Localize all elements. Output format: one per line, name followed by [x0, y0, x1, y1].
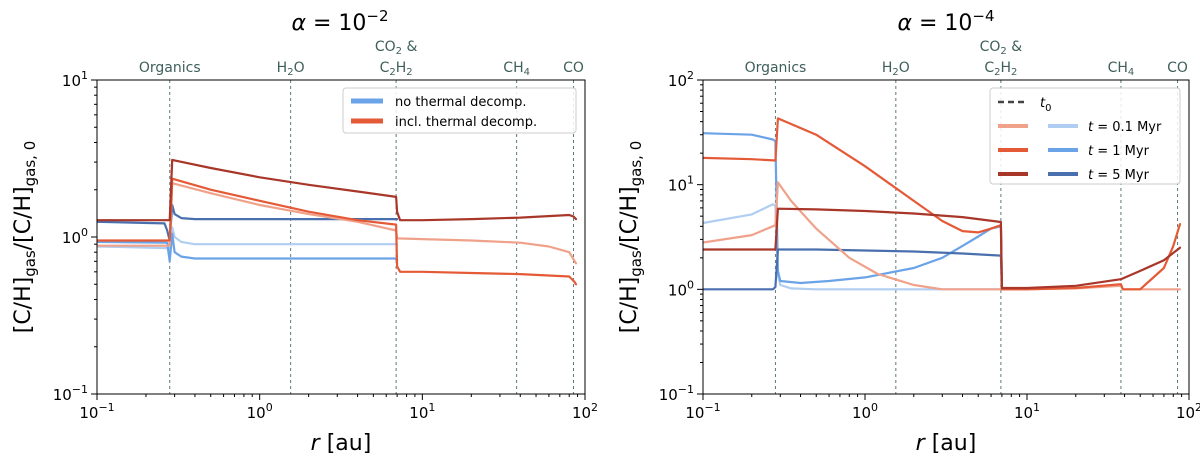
- series-line: [703, 248, 1003, 291]
- series-line: [703, 117, 1182, 291]
- legend-label: t = 0.1 Myr: [1088, 120, 1162, 135]
- x-tick-label: 10−1: [79, 401, 114, 422]
- y-tick-label: 10−1: [659, 383, 694, 404]
- y-tick-label: 10−1: [53, 383, 88, 404]
- series-line: [703, 203, 1003, 291]
- y-tick-label: 101: [62, 69, 88, 90]
- snowline-label: H2O: [277, 60, 305, 78]
- y-axis-label: [C/H]gas/[C/H]gas, 0: [617, 141, 645, 334]
- snowline-label: CO2 &: [980, 39, 1023, 57]
- y-tick-label: 100: [668, 278, 694, 299]
- series-line: [703, 207, 1182, 290]
- series-line: [97, 177, 578, 286]
- legend: t0 t = 0.1 Myr t = 1 Myr t = 5 Myr: [989, 87, 1181, 185]
- snowline-label: CH4: [1108, 60, 1135, 78]
- snowline-label: CH4: [503, 60, 530, 78]
- x-tick-label: 101: [409, 401, 435, 422]
- snowline-label: Organics: [745, 60, 807, 76]
- legend-label: incl. thermal decomp.: [395, 115, 537, 130]
- x-tick-label: 10−1: [685, 401, 720, 422]
- y-tick-label: 100: [62, 226, 88, 247]
- legend-label: t0: [1040, 96, 1051, 114]
- plot-frame: [702, 79, 1190, 395]
- panel-alpha-1e-2: α = 10−2 Organics H2O CO2 & C2H2 CH4 CO 10−1 100…: [11, 7, 598, 456]
- legend-box: [342, 87, 577, 134]
- x-tick-label: 100: [247, 401, 273, 422]
- series-line: [703, 132, 1003, 291]
- legend-label: t = 5 Myr: [1088, 168, 1150, 183]
- series-line: [97, 232, 399, 263]
- y-tick-label: 102: [668, 69, 694, 90]
- x-tick-label: 100: [852, 401, 878, 422]
- x-tick-label: 102: [572, 401, 598, 422]
- snowline-label: CO2 &: [375, 39, 418, 57]
- series-line: [97, 158, 578, 222]
- legend: no thermal decomp. incl. thermal decomp.: [342, 87, 577, 134]
- snowline-label: CO: [563, 60, 584, 76]
- panel-title: α = 10−4: [897, 7, 994, 36]
- x-tick-label: 101: [1014, 401, 1040, 422]
- snowline-label: C2H2: [984, 60, 1017, 78]
- legend-label: t = 1 Myr: [1088, 144, 1150, 159]
- x-axis-label: r [au]: [311, 431, 372, 456]
- panel-alpha-1e-4: α = 10−4 Organics H2O CO2 & C2H2 CH4 CO 10−1 100…: [617, 7, 1200, 456]
- snowline-label: Organics: [139, 60, 201, 76]
- snowline-label: H2O: [882, 60, 910, 78]
- legend-label: no thermal decomp.: [395, 95, 527, 110]
- x-axis-label: r [au]: [916, 431, 977, 456]
- snowline-label: CO: [1167, 60, 1188, 76]
- y-tick-label: 101: [668, 174, 694, 195]
- series-line: [97, 203, 399, 242]
- series-line: [703, 181, 1182, 291]
- panel-title: α = 10−2: [291, 7, 388, 36]
- legend-box: [989, 87, 1181, 185]
- x-tick-label: 102: [1176, 401, 1200, 422]
- y-axis-label: [C/H]gas/[C/H]gas, 0: [11, 141, 39, 334]
- snowline-label: C2H2: [380, 60, 413, 78]
